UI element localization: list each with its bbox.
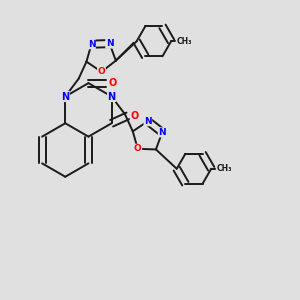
Text: O: O [134, 144, 142, 153]
Text: N: N [61, 92, 69, 101]
Text: N: N [88, 40, 95, 49]
Text: O: O [109, 78, 117, 88]
Text: O: O [130, 111, 139, 121]
Text: CH₃: CH₃ [176, 37, 192, 46]
Text: N: N [108, 92, 116, 101]
Text: CH₃: CH₃ [216, 164, 232, 173]
Text: O: O [98, 67, 105, 76]
Text: N: N [144, 117, 152, 126]
Text: N: N [158, 128, 166, 137]
Text: N: N [106, 39, 113, 48]
